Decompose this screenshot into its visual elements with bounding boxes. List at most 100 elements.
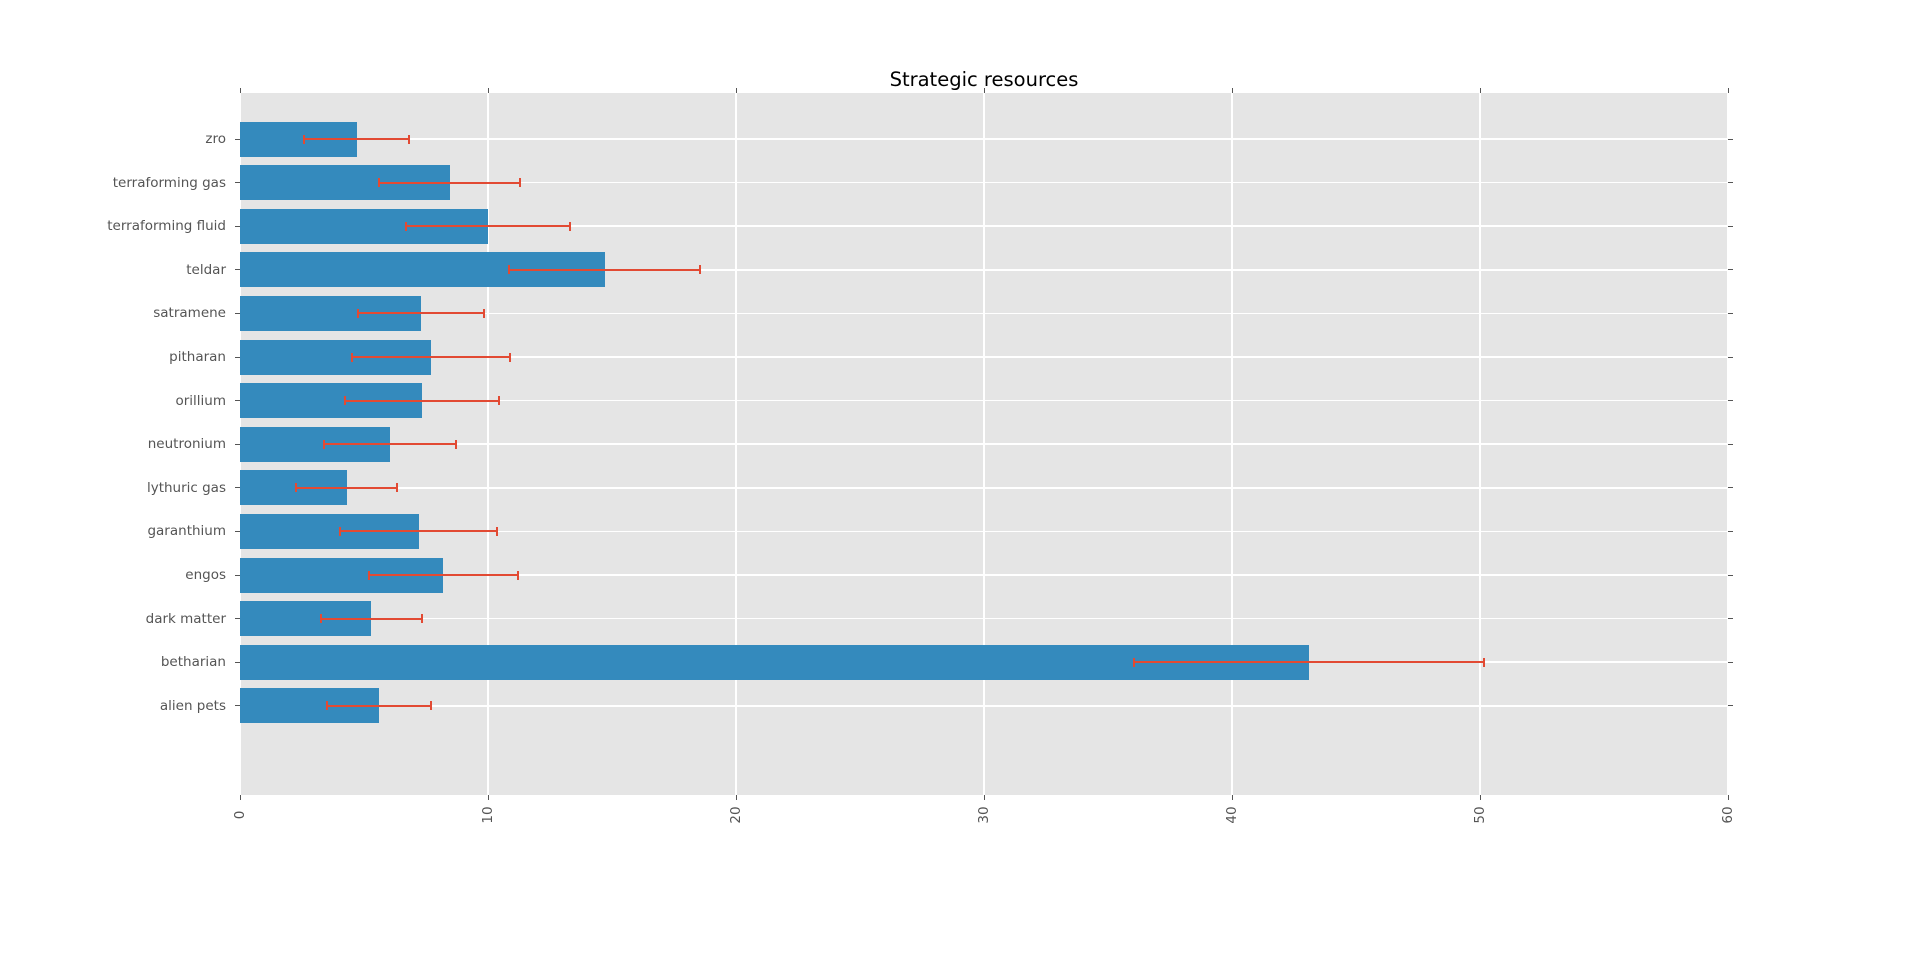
x-tick-mark-bottom — [1231, 795, 1233, 800]
error-bar-line — [406, 225, 570, 228]
error-bar-line — [340, 530, 497, 533]
y-tick-mark-right — [1728, 356, 1733, 358]
y-tick-label: satramene — [153, 305, 226, 322]
x-tick-mark-top — [983, 88, 985, 93]
error-bar-line — [345, 399, 500, 402]
y-tick-label: engos — [185, 567, 226, 583]
y-tick-mark-right — [1728, 705, 1733, 707]
x-tick-mark-top — [487, 88, 489, 93]
x-tick-label: 30 — [976, 806, 992, 824]
error-bar-cap-right — [396, 483, 399, 493]
y-tick-mark-right — [1728, 400, 1733, 402]
error-bar-cap-left — [1133, 657, 1136, 667]
y-tick-mark-right — [1728, 618, 1733, 620]
y-tick-label: orillium — [175, 392, 226, 409]
error-bar-cap-right — [516, 570, 519, 580]
y-gridline — [240, 138, 1728, 140]
error-bar-line — [509, 268, 701, 271]
error-bar-cap-left — [339, 526, 342, 536]
error-bar-cap-right — [407, 134, 410, 144]
y-tick-mark-left — [235, 487, 240, 489]
error-bar-cap-right — [498, 396, 501, 406]
y-tick-mark-left — [235, 705, 240, 707]
x-tick-mark-bottom — [487, 795, 489, 800]
plot-area — [240, 93, 1728, 795]
y-tick-label: alien pets — [159, 697, 226, 714]
x-tick-label: 50 — [1472, 806, 1488, 824]
bar-betharian — [240, 644, 1309, 680]
y-gridline — [240, 356, 1728, 358]
error-bar-cap-right — [421, 614, 424, 624]
x-tick-label: 60 — [1720, 806, 1736, 824]
y-tick-mark-left — [235, 530, 240, 532]
y-tick-label: betharian — [160, 654, 226, 671]
x-tick-mark-top — [1727, 88, 1729, 93]
y-tick-label: teldar — [186, 261, 226, 278]
error-bar-line — [368, 574, 518, 576]
y-tick-mark-left — [235, 225, 240, 227]
y-tick-mark-left — [235, 269, 240, 271]
error-bar-line — [324, 443, 456, 446]
error-bar-cap-right — [699, 265, 702, 275]
y-tick-mark-right — [1728, 182, 1733, 184]
x-tick-mark-top — [239, 88, 241, 93]
x-tick-label: 40 — [1224, 806, 1240, 824]
error-bar-line — [1134, 661, 1484, 664]
y-gridline — [240, 574, 1728, 576]
x-tick-mark-top — [735, 88, 737, 93]
y-tick-mark-right — [1728, 138, 1733, 140]
chart-title: Strategic resources — [889, 68, 1079, 91]
x-tick-label: 0 — [232, 810, 248, 820]
error-bar-cap-left — [344, 396, 347, 406]
y-tick-mark-left — [235, 182, 240, 184]
error-bar-cap-left — [405, 221, 408, 231]
y-tick-mark-left — [235, 618, 240, 620]
y-tick-mark-right — [1728, 530, 1733, 532]
y-tick-label: zro — [205, 131, 226, 147]
error-bar-line — [320, 617, 423, 620]
x-tick-mark-bottom — [1727, 795, 1729, 800]
y-tick-label: terraforming gas — [112, 174, 226, 191]
y-tick-mark-right — [1728, 443, 1733, 445]
y-tick-label: terraforming fluid — [107, 218, 226, 235]
error-bar-cap-left — [367, 570, 370, 580]
y-gridline — [240, 312, 1728, 315]
error-bar-cap-left — [325, 701, 328, 711]
x-tick-mark-top — [1231, 88, 1233, 93]
y-tick-mark-left — [235, 400, 240, 402]
error-bar-cap-left — [508, 265, 511, 275]
y-tick-mark-right — [1728, 225, 1733, 227]
error-bar-line — [378, 181, 521, 184]
x-tick-mark-bottom — [1479, 795, 1481, 800]
y-gridline — [240, 269, 1728, 271]
y-tick-mark-left — [235, 356, 240, 358]
error-bar-cap-right — [568, 221, 571, 231]
y-gridline — [240, 181, 1728, 184]
y-gridline — [240, 399, 1728, 402]
error-bar-cap-right — [519, 178, 522, 188]
x-tick-mark-bottom — [239, 795, 241, 800]
error-bar-cap-right — [509, 352, 512, 362]
error-bar-line — [304, 138, 409, 140]
error-bar-cap-left — [356, 308, 359, 318]
y-tick-mark-right — [1728, 661, 1733, 663]
y-tick-mark-left — [235, 312, 240, 314]
x-tick-mark-bottom — [735, 795, 737, 800]
error-bar-cap-left — [323, 439, 326, 449]
error-bar-cap-left — [319, 614, 322, 624]
error-bar-line — [295, 486, 398, 489]
x-tick-mark-top — [1479, 88, 1481, 93]
y-tick-mark-left — [235, 574, 240, 576]
error-bar-cap-right — [1482, 657, 1485, 667]
y-tick-label: neutronium — [147, 436, 226, 453]
y-tick-mark-left — [235, 138, 240, 140]
error-bar-line — [357, 312, 485, 315]
error-bar-cap-left — [294, 483, 297, 493]
y-tick-mark-left — [235, 661, 240, 663]
y-tick-mark-right — [1728, 574, 1733, 576]
y-tick-label: dark matter — [145, 610, 226, 627]
x-tick-label: 10 — [480, 806, 496, 824]
y-tick-label: lythuric gas — [146, 479, 226, 496]
error-bar-cap-right — [495, 526, 498, 536]
